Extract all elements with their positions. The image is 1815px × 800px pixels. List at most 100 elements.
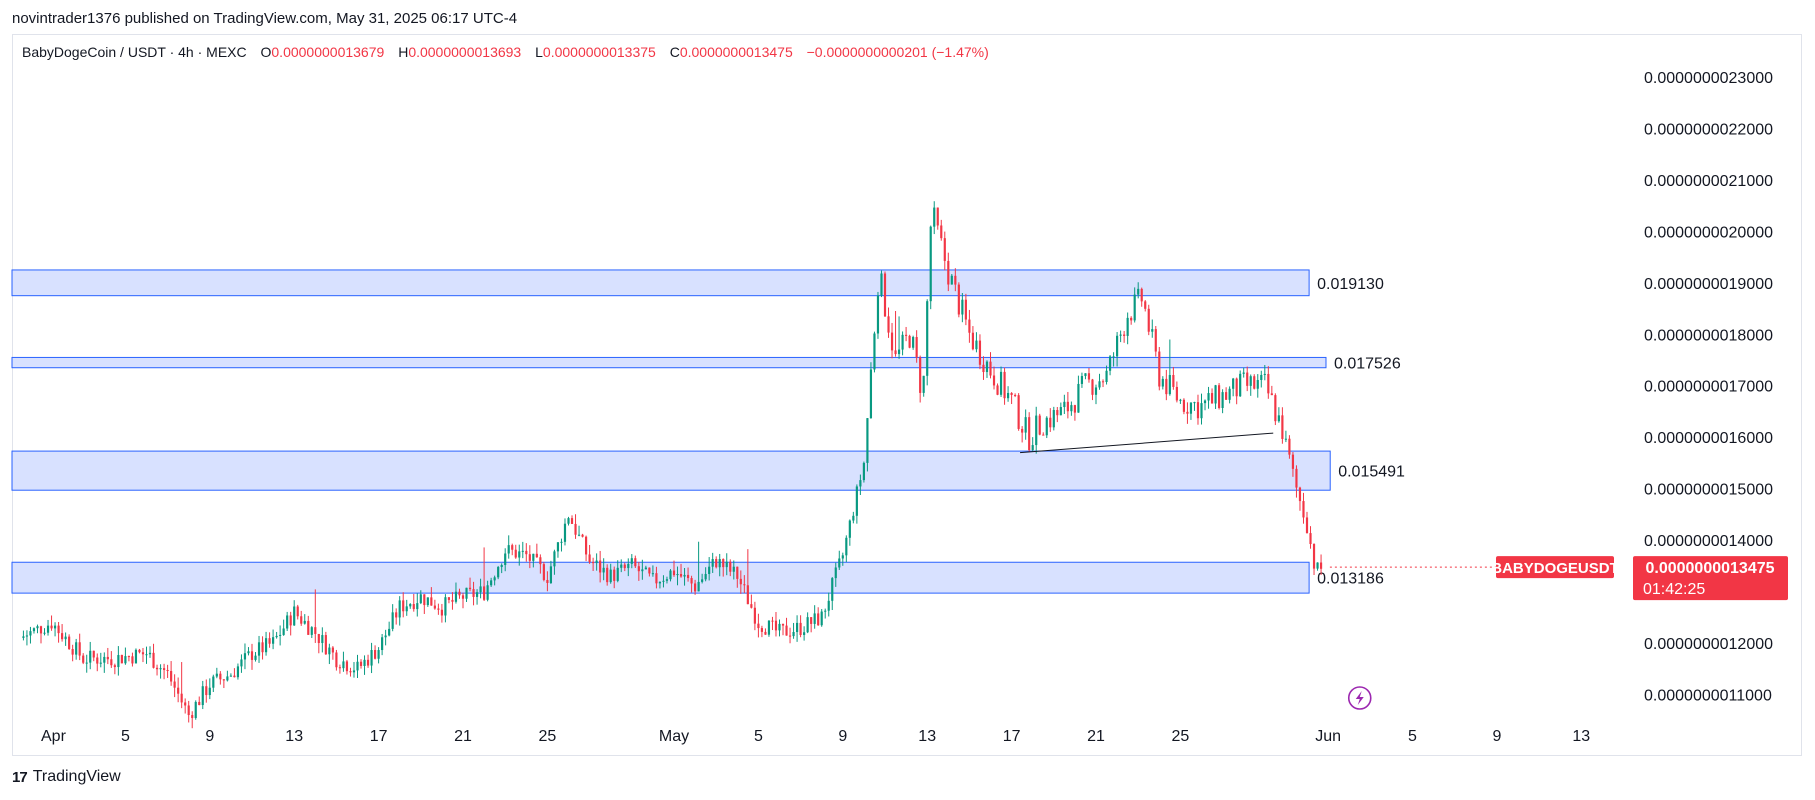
zone-label-2: 0.015491 [1338, 464, 1405, 481]
candle-body [1232, 378, 1235, 389]
candle-body [1256, 379, 1259, 389]
candle-body [352, 670, 356, 673]
candle-body [447, 597, 451, 600]
candle-body [359, 661, 363, 666]
candle-body [402, 600, 405, 612]
candle-body [53, 625, 57, 629]
candle-body [465, 587, 468, 599]
candle-body [715, 559, 718, 568]
candle-body [813, 613, 816, 624]
candle-body [894, 350, 897, 355]
candle-body [683, 574, 686, 577]
candle-body [746, 585, 749, 605]
x-tick-label: 25 [1172, 728, 1190, 745]
candle-body [461, 595, 465, 599]
candle-body [391, 612, 394, 629]
candle-body [743, 584, 746, 586]
candle-body [1063, 401, 1066, 408]
lightning-bolt-icon[interactable] [1347, 686, 1372, 710]
candle-body [1284, 438, 1287, 440]
candle-body [518, 551, 521, 558]
candle-body [184, 702, 187, 706]
candle-body [212, 676, 215, 688]
candle-body [708, 566, 711, 574]
y-tick-label: 0.0000000018000 [1644, 327, 1773, 344]
candle-body [349, 671, 352, 673]
candle-body [170, 670, 173, 682]
candle-body [1305, 517, 1309, 534]
candle-body [1049, 417, 1052, 428]
x-tick-label: May [659, 728, 689, 745]
candle-body [862, 462, 865, 481]
candle-body [1270, 393, 1273, 396]
candle-body [1084, 373, 1087, 377]
candle-body [472, 589, 475, 597]
zone-rect-1[interactable] [11, 356, 1327, 369]
trendline[interactable] [1020, 432, 1274, 454]
high-value: 0.0000000013693 [408, 44, 522, 60]
candle-body [992, 375, 996, 386]
candle-body [1091, 379, 1094, 395]
zone-rect-2[interactable] [11, 450, 1331, 491]
candle-body [1217, 385, 1221, 408]
candle-body [933, 207, 936, 227]
candle-body [1123, 334, 1126, 336]
candle-body [1277, 415, 1280, 422]
candle-body [416, 603, 419, 610]
candle-body [307, 620, 310, 635]
candle-body [725, 561, 728, 568]
candle-body [676, 574, 679, 576]
candle-body [1298, 487, 1302, 502]
x-tick-label: 17 [370, 728, 388, 745]
candle-body [1196, 402, 1200, 419]
candle-body [419, 594, 422, 604]
zone-label-1: 0.017526 [1334, 356, 1401, 373]
candle-body [1031, 445, 1034, 451]
candle-body [131, 656, 134, 664]
candle-body [1151, 329, 1154, 332]
candle-body [718, 559, 721, 568]
zone-rect-0[interactable] [11, 269, 1310, 297]
candle-body [876, 295, 880, 334]
candle-body [39, 626, 43, 634]
candle-body [229, 675, 232, 677]
candle-body [43, 632, 46, 634]
candle-body [1239, 373, 1242, 397]
candle-body [1249, 376, 1252, 386]
symbol-label[interactable]: BabyDogeCoin / USDT · 4h · MEXC [22, 44, 247, 60]
candle-body [198, 701, 201, 706]
x-tick-label: 9 [1492, 728, 1501, 745]
symbol-price-tag[interactable] [1496, 556, 1614, 579]
candle-body [1144, 301, 1147, 309]
candle-body [546, 579, 549, 583]
candle-body [458, 591, 461, 596]
candle-body [430, 597, 433, 606]
candle-body [64, 636, 67, 640]
candle-body [127, 656, 131, 658]
candle-body [838, 558, 841, 568]
candle-body [788, 635, 792, 637]
candle-body [922, 375, 925, 393]
candle-body [219, 673, 222, 680]
candle-body [46, 625, 50, 633]
candle-body [760, 628, 764, 632]
candle-body [514, 549, 517, 558]
candle-body [732, 566, 735, 572]
candle-body [778, 623, 781, 631]
candle-body [106, 656, 109, 660]
candle-body [929, 226, 932, 302]
x-tick-label: 13 [1572, 728, 1590, 745]
zone-rect-3[interactable] [11, 561, 1310, 594]
candle-body [655, 573, 658, 584]
candle-body [905, 334, 908, 336]
candle-body [613, 569, 616, 581]
candle-body [532, 553, 535, 561]
candle-body [99, 662, 102, 664]
candle-body [869, 369, 873, 419]
publisher-line: novintrader1376 published on TradingView… [12, 10, 518, 27]
candle-body [275, 635, 278, 638]
candle-body [570, 518, 574, 524]
candle-body [767, 620, 771, 635]
x-tick-label: 17 [1003, 728, 1021, 745]
